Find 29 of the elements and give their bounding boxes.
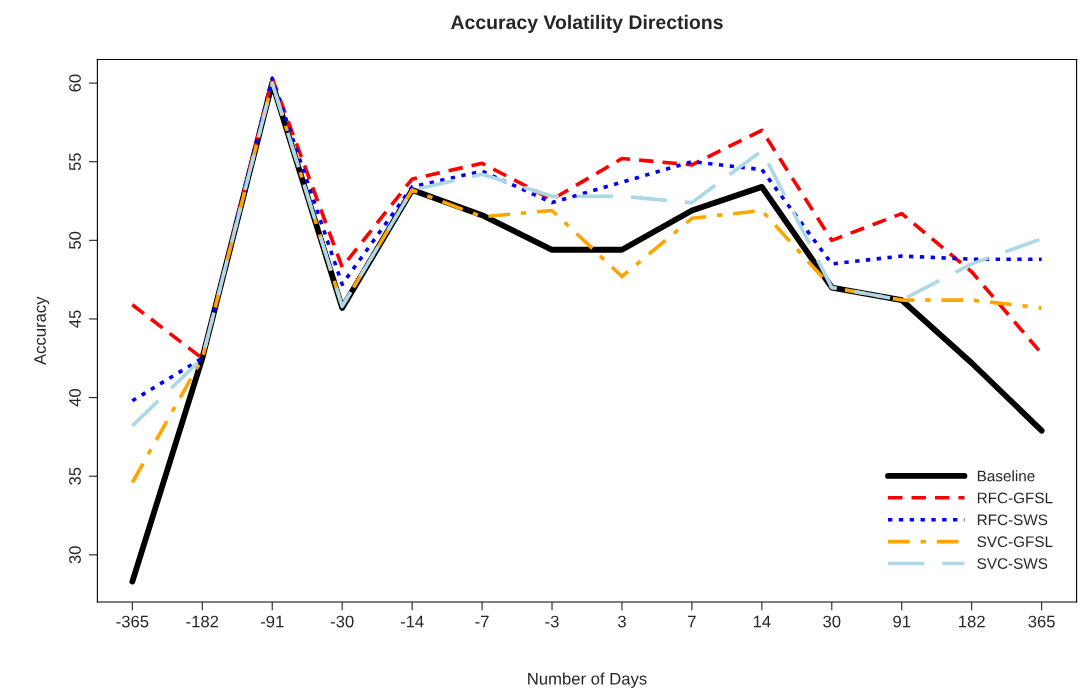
x-tick-label: 3 [617,615,626,628]
x-tick-label: 30 [823,615,841,628]
legend-label: Baseline [977,470,1035,482]
y-tick-label: 60 [69,74,81,92]
x-tick-label: 14 [753,615,771,628]
x-tick-label: -365 [116,615,149,628]
y-tick-label: 45 [69,310,81,328]
x-tick-label: 182 [959,615,985,628]
legend-label: RFC-SWS [977,514,1048,526]
legend-label: RFC-GFSL [977,492,1053,504]
x-tick-label: -30 [330,615,354,628]
y-tick-label: 35 [69,467,81,485]
y-tick-label: 50 [69,231,81,249]
x-axis-title: Number of Days [528,672,647,688]
y-tick-label: 55 [69,153,81,171]
x-tick-label: -3 [545,615,559,628]
chart-title: Accuracy Volatility Directions [450,14,723,33]
x-tick-label: 7 [688,615,696,628]
x-tick-label: -182 [186,615,219,628]
x-tick-label: -14 [400,615,424,628]
x-tick-label: 91 [893,615,911,628]
y-axis-title: Accuracy [34,296,50,365]
legend-label: SVC-SWS [977,558,1048,569]
x-tick-label: 365 [1028,615,1055,628]
x-tick-label: -91 [260,615,284,628]
legend-label: SVC-GFSL [977,536,1053,548]
x-tick-label: -7 [475,615,489,628]
y-tick-label: 30 [69,546,81,564]
y-tick-label: 40 [69,388,81,407]
